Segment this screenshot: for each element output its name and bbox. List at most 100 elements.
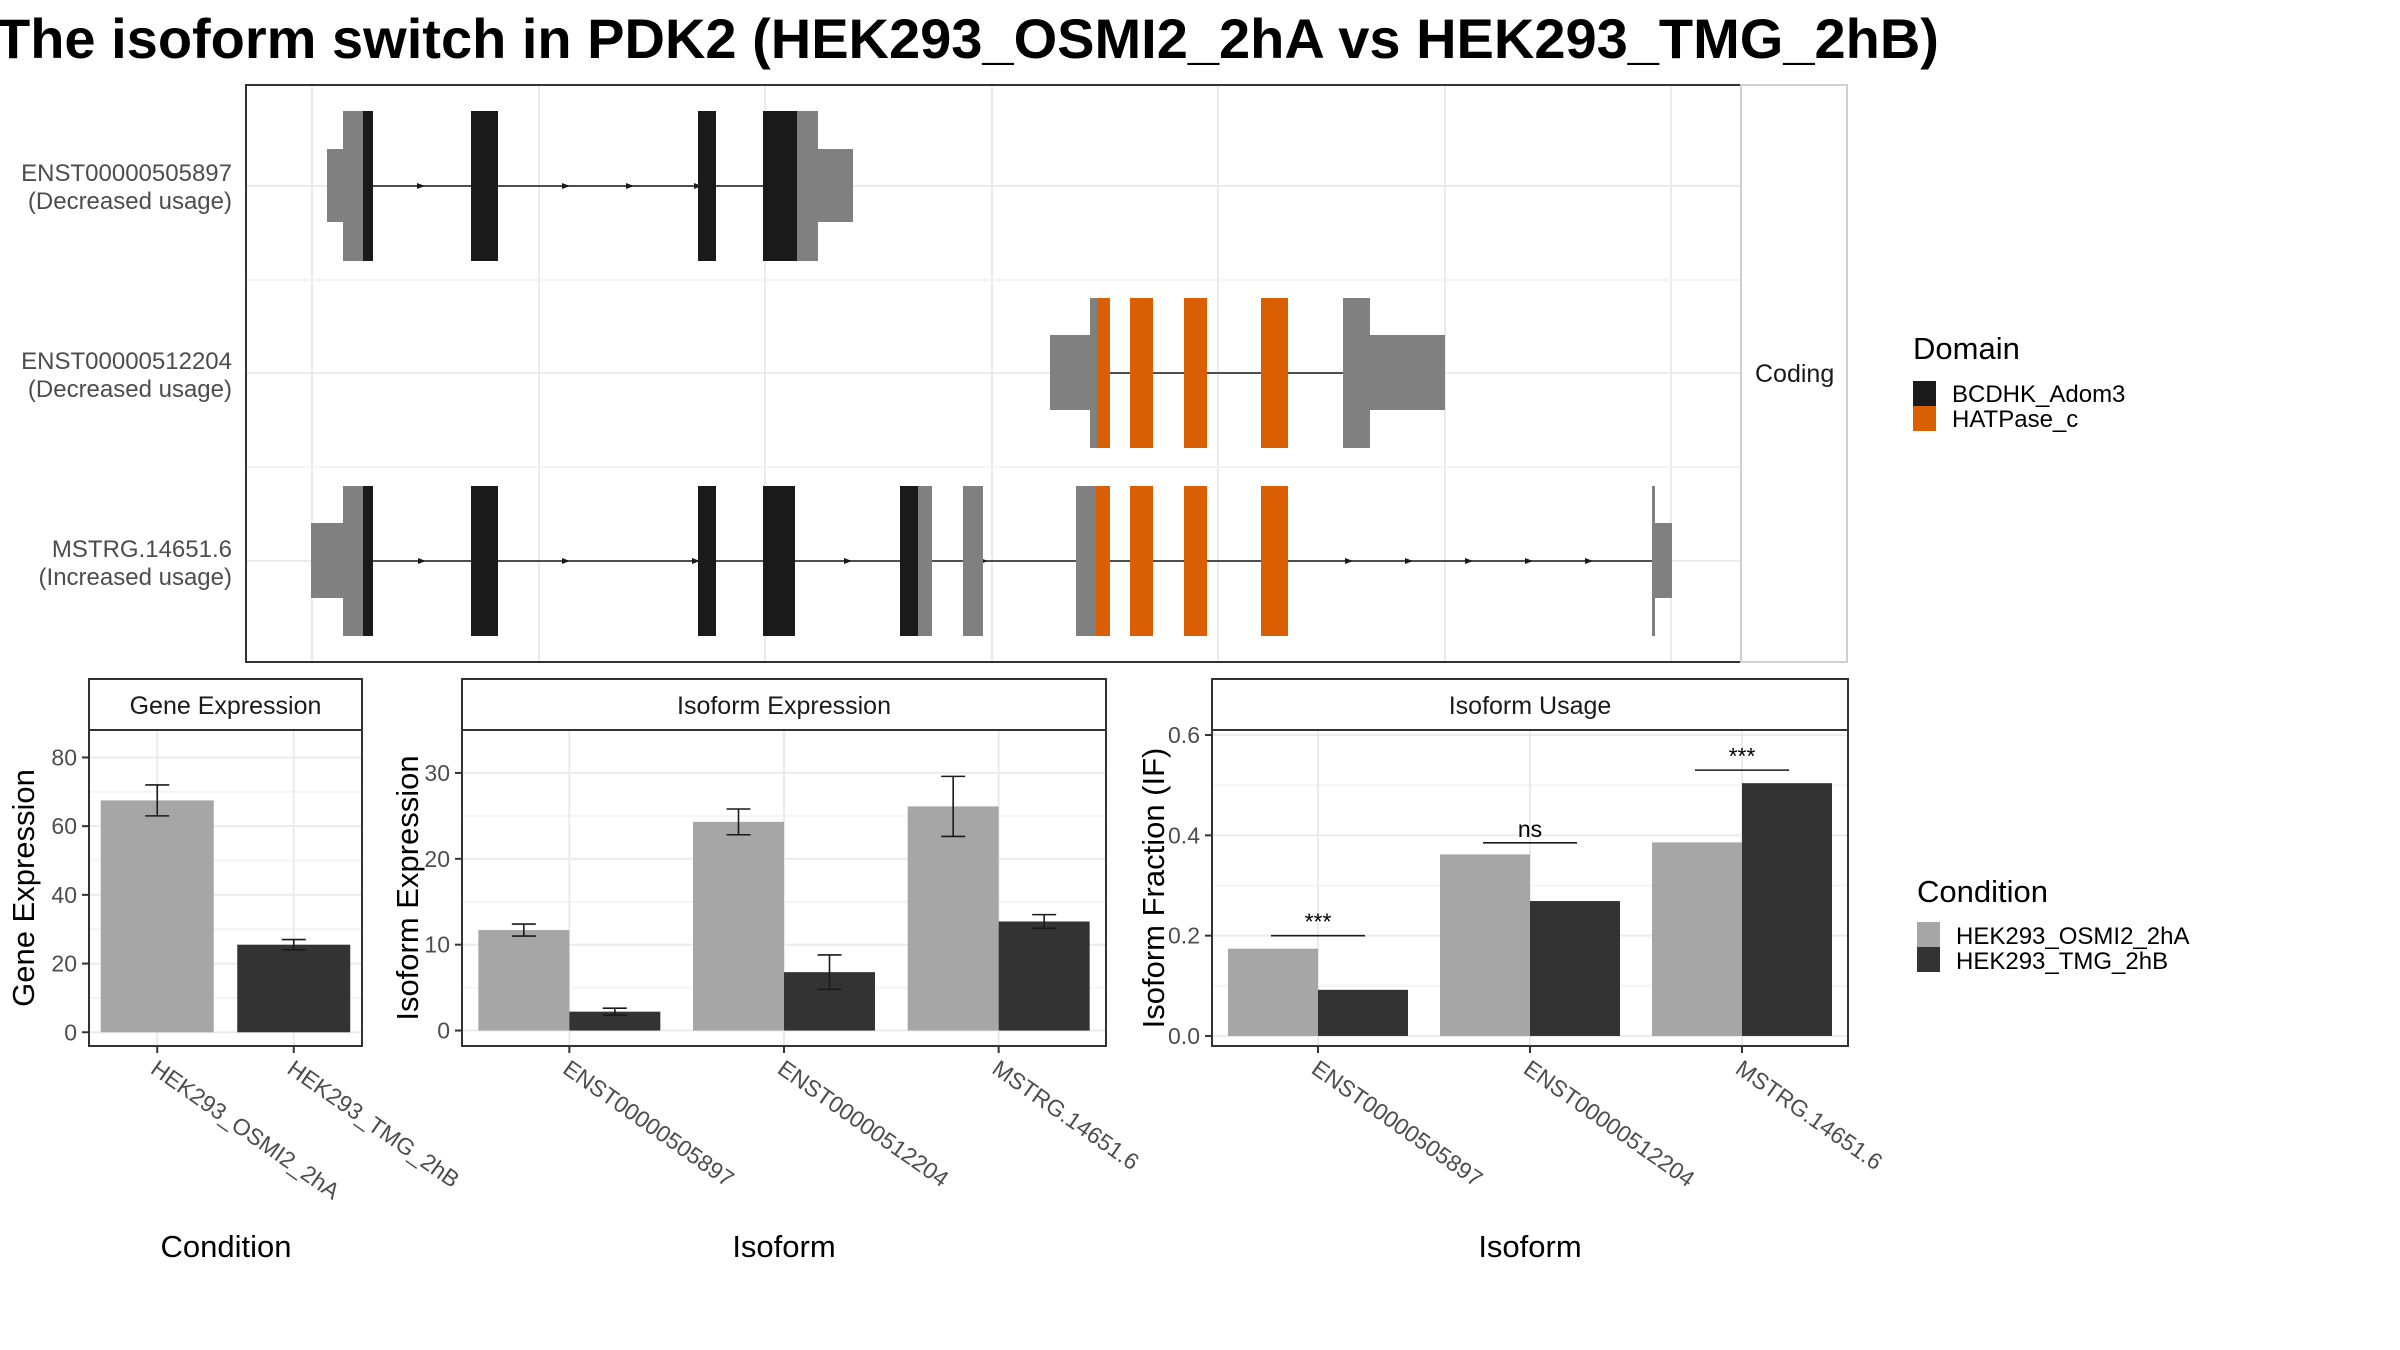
y-tick-label: 0 bbox=[64, 1019, 77, 1045]
domain-exon-hatpase-c bbox=[1184, 486, 1207, 636]
legend-key-hatpase-c bbox=[1913, 406, 1936, 431]
isoform-usage-label-1: (Decreased usage) bbox=[28, 188, 232, 215]
y-tick-label: 10 bbox=[424, 932, 450, 958]
bar-enst00000505897-hek293-tmg-2hb bbox=[569, 1011, 661, 1031]
legend-key-tmg bbox=[1917, 947, 1940, 972]
y-tick-label: 40 bbox=[51, 882, 77, 908]
utr-exon bbox=[818, 149, 853, 222]
domain-exon-hatpase-c bbox=[1097, 298, 1110, 448]
significance-label: *** bbox=[1305, 909, 1332, 935]
utr-exon bbox=[343, 486, 363, 636]
structure-strip bbox=[1740, 84, 1848, 663]
utr-exon bbox=[797, 111, 818, 261]
facet-strip-label: Isoform Expression bbox=[677, 692, 891, 720]
facet-strip bbox=[461, 678, 1107, 731]
domain-exon-bcdhk-adom3 bbox=[763, 111, 797, 261]
isoform-expression-panel: Isoform Expression 0 10 20 30 ENST00000505897… bbox=[390, 678, 1144, 1264]
domain-exon-hatpase-c bbox=[1130, 486, 1153, 636]
utr-exon bbox=[1076, 486, 1096, 636]
legend-key-osmi2 bbox=[1917, 922, 1940, 947]
domain-exon-hatpase-c bbox=[1096, 486, 1110, 636]
domain-legend: Domain BCDHK_Adom3 HATPase_c bbox=[1913, 331, 2125, 433]
domain-exon-bcdhk-adom3 bbox=[763, 486, 795, 636]
error-bar bbox=[1032, 913, 1057, 930]
bar-enst00000512204-hek293-osmi2-2ha bbox=[1440, 854, 1530, 1036]
domain-exon-bcdhk-adom3 bbox=[363, 486, 373, 636]
y-tick-label: 60 bbox=[51, 813, 77, 839]
x-tick-label: ENST00000505897 bbox=[1307, 1055, 1487, 1192]
facet-strip-label: Gene Expression bbox=[130, 692, 322, 720]
utr-exon bbox=[1090, 298, 1097, 448]
condition-legend-title: Condition bbox=[1917, 874, 2048, 909]
y-tick-label: 0.4 bbox=[1168, 822, 1200, 848]
figure-title: The isoform switch in PDK2 (HEK293_OSMI2… bbox=[0, 7, 1939, 70]
condition-legend: Condition HEK293_OSMI2_2hA HEK293_TMG_2h… bbox=[1917, 874, 2189, 975]
error-bar bbox=[145, 784, 170, 817]
utr-exon bbox=[918, 486, 932, 636]
x-axis-title: Isoform bbox=[1478, 1229, 1581, 1264]
isoform-label-2: ENST00000512204 bbox=[21, 348, 232, 375]
y-tick-label: 80 bbox=[51, 744, 77, 770]
y-axis-title: Gene Expression bbox=[6, 769, 41, 1007]
utr-exon bbox=[1370, 335, 1445, 410]
legend-label-bcdhk-adom3: BCDHK_Adom3 bbox=[1952, 381, 2125, 408]
legend-key-bcdhk-adom3 bbox=[1913, 381, 1936, 406]
significance-label: ns bbox=[1518, 816, 1542, 842]
utr-exon bbox=[311, 523, 343, 598]
structure-strip-label: Coding bbox=[1755, 360, 1834, 388]
bar-enst00000512204-hek293-tmg-2hb bbox=[1530, 901, 1620, 1036]
domain-exon-bcdhk-adom3 bbox=[471, 111, 498, 261]
y-tick-label: 30 bbox=[424, 760, 450, 786]
y-tick-label: 0.2 bbox=[1168, 923, 1200, 949]
x-tick-label: ENST00000505897 bbox=[558, 1055, 738, 1192]
bar-mstrg-14651-6-hek293-osmi2-2ha bbox=[907, 806, 999, 1031]
x-tick-label: ENST00000512204 bbox=[1519, 1055, 1700, 1192]
x-tick-label: ENST00000512204 bbox=[773, 1055, 954, 1192]
bar-enst00000505897-hek293-tmg-2hb bbox=[1318, 989, 1408, 1036]
error-bar bbox=[817, 954, 842, 991]
isoform-label-1: ENST00000505897 bbox=[21, 160, 232, 187]
error-bar bbox=[726, 808, 751, 836]
x-axis-title: Condition bbox=[161, 1229, 292, 1264]
y-tick-label: 20 bbox=[51, 951, 77, 977]
facet-strip-label: Isoform Usage bbox=[1449, 692, 1612, 720]
error-bar bbox=[511, 923, 536, 937]
bar-enst00000505897-hek293-osmi2-2ha bbox=[478, 930, 570, 1031]
utr-exon bbox=[1343, 298, 1370, 448]
error-bar bbox=[941, 775, 966, 838]
bar-mstrg-14651-6-hek293-osmi2-2ha bbox=[1652, 842, 1742, 1036]
structure-panel: Coding ENST00000505897 (Decreased usage)… bbox=[21, 84, 1848, 663]
utr-exon bbox=[1050, 335, 1090, 410]
x-tick-label: MSTRG.14651.6 bbox=[988, 1055, 1144, 1175]
domain-legend-title: Domain bbox=[1913, 331, 2020, 366]
bar-mstrg-14651-6-hek293-tmg-2hb bbox=[1742, 783, 1832, 1036]
error-bar bbox=[281, 938, 306, 951]
y-tick-label: 0.6 bbox=[1168, 722, 1200, 748]
isoform-structure-mstrg-14651-6 bbox=[311, 486, 1672, 636]
bar-mstrg-14651-6-hek293-tmg-2hb bbox=[998, 921, 1090, 1031]
domain-exon-hatpase-c bbox=[1261, 298, 1288, 448]
isoform-label-3: MSTRG.14651.6 bbox=[52, 536, 232, 563]
significance-label: *** bbox=[1729, 743, 1756, 769]
bar-enst00000505897-hek293-osmi2-2ha bbox=[1228, 948, 1318, 1036]
bar-hek293-tmg-2hb bbox=[237, 944, 351, 1033]
isoform-usage-panel: *** ns *** Isoform Usage 0.0 0.2 0.4 0.6 ENST000… bbox=[1136, 678, 1887, 1264]
facet-strip bbox=[88, 678, 363, 731]
y-axis-title: Isoform Expression bbox=[390, 755, 425, 1020]
legend-label-osmi2: HEK293_OSMI2_2hA bbox=[1956, 923, 2189, 950]
utr-exon bbox=[343, 111, 363, 261]
facet-strip bbox=[1211, 678, 1849, 731]
gene-expression-panel: Gene Expression020406080HEK293_OSMI2_2hA… bbox=[6, 678, 464, 1264]
x-tick-label: MSTRG.14651.6 bbox=[1731, 1055, 1887, 1175]
y-tick-label: 20 bbox=[424, 846, 450, 872]
isoform-structure-enst00000505897 bbox=[327, 111, 853, 261]
utr-exon bbox=[963, 486, 983, 636]
legend-label-hatpase-c: HATPase_c bbox=[1952, 406, 2078, 433]
isoform-structure-enst00000512204 bbox=[1050, 298, 1445, 448]
domain-exon-hatpase-c bbox=[1130, 298, 1153, 448]
error-bar bbox=[602, 1007, 627, 1016]
bar-enst00000512204-hek293-osmi2-2ha bbox=[693, 821, 784, 1031]
isoform-usage-label-3: (Increased usage) bbox=[39, 564, 232, 591]
y-tick-label: 0.0 bbox=[1168, 1023, 1200, 1049]
